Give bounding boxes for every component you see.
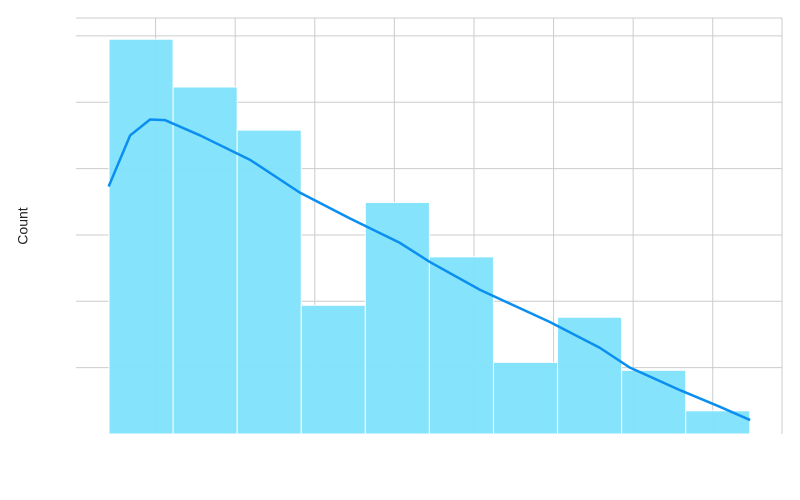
bar [492,361,559,435]
bar [236,129,302,435]
bar [108,38,174,435]
bar [685,410,751,435]
bar [364,201,430,435]
bar [172,86,238,435]
bar [557,316,623,435]
y-axis-label: Count [15,207,31,244]
bar [428,256,494,435]
bar [621,369,687,435]
kde-line [107,118,751,422]
bar [300,304,366,435]
